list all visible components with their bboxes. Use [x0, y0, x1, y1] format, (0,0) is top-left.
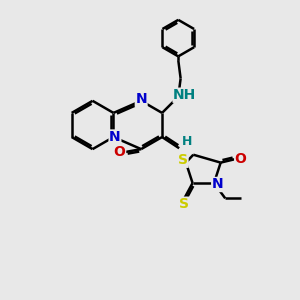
Text: NH: NH — [173, 88, 196, 102]
Text: N: N — [212, 178, 224, 191]
Text: N: N — [109, 130, 121, 144]
Text: N: N — [135, 92, 147, 106]
Text: O: O — [235, 152, 247, 166]
Text: H: H — [182, 135, 193, 148]
Text: S: S — [179, 197, 189, 211]
Text: S: S — [178, 153, 188, 167]
Text: O: O — [114, 145, 126, 159]
